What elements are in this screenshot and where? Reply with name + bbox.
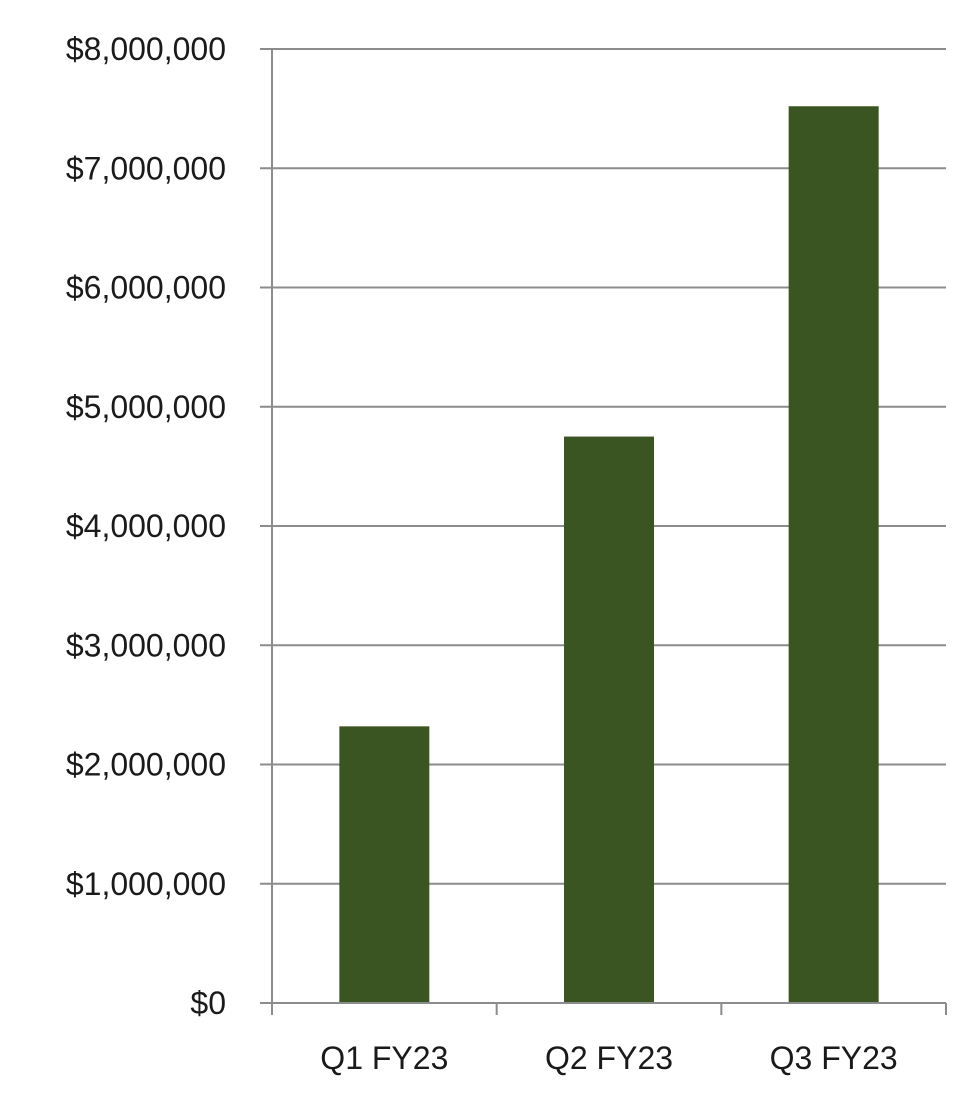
axes — [260, 49, 947, 1015]
y-tick-labels: $0 $1,000,000 $2,000,000 $3,000,000 $4,000,0… — [66, 31, 226, 1021]
y-tick-label: $0 — [190, 985, 226, 1021]
bars — [339, 106, 879, 1004]
y-tick-label: $3,000,000 — [66, 627, 226, 663]
y-tick-label: $7,000,000 — [66, 150, 226, 186]
y-tick-label: $8,000,000 — [66, 31, 226, 67]
y-tick-label: $1,000,000 — [66, 866, 226, 902]
bar — [564, 436, 654, 1003]
bar — [339, 726, 430, 1003]
x-tick-labels: Q1 FY23 Q2 FY23 Q3 FY23 — [320, 1040, 897, 1076]
bar — [788, 106, 879, 1004]
x-tick-label: Q3 FY23 — [770, 1040, 898, 1076]
x-tick-label: Q1 FY23 — [320, 1040, 448, 1076]
y-tick-label: $4,000,000 — [66, 508, 226, 544]
y-tick-label: $5,000,000 — [66, 389, 226, 425]
y-tick-label: $2,000,000 — [66, 747, 226, 783]
x-tick-label: Q2 FY23 — [545, 1040, 673, 1076]
y-tick-label: $6,000,000 — [66, 270, 226, 306]
